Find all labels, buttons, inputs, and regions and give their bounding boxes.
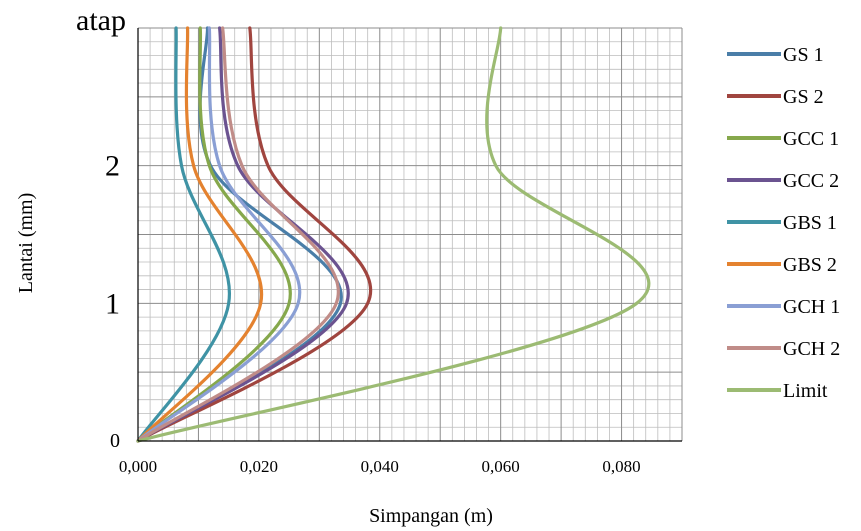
legend-label: GCC 2 xyxy=(783,170,839,192)
x-tick-label: 0,060 xyxy=(482,457,520,476)
x-tick-label: 0,020 xyxy=(240,457,278,476)
legend-label: GCH 1 xyxy=(783,296,840,318)
series-line-gch-1 xyxy=(136,26,302,443)
legend-label: GBS 2 xyxy=(783,254,837,276)
series-line-gs-2 xyxy=(136,26,373,443)
legend-label: Limit xyxy=(783,380,828,402)
series-line-limit xyxy=(136,26,651,443)
y-tick-label: atap xyxy=(76,4,126,37)
series-line-gcc-2 xyxy=(136,26,350,443)
legend-label: GS 2 xyxy=(783,86,824,108)
legend-label: GS 1 xyxy=(783,44,824,66)
series-line-gch-2 xyxy=(136,26,340,443)
y-tick-labels: 0 1 2 atap xyxy=(76,4,126,452)
x-tick-label: 0,000 xyxy=(119,457,157,476)
series-layer xyxy=(136,26,651,443)
x-tick-label: 0,080 xyxy=(602,457,640,476)
x-tick-label: 0,040 xyxy=(361,457,399,476)
y-tick-label: 1 xyxy=(105,287,120,320)
x-axis-label: Simpangan (m) xyxy=(369,505,493,527)
legend-label: GCH 2 xyxy=(783,338,840,360)
series-line-gcc-1 xyxy=(136,26,292,443)
legend-label: GCC 1 xyxy=(783,128,839,150)
y-axis-label: Lantai (mm) xyxy=(15,193,37,294)
legend-label: GBS 1 xyxy=(783,212,837,234)
y-tick-label: 2 xyxy=(105,150,120,183)
series-line-gbs-1 xyxy=(136,26,232,443)
legend: GS 1 GS 2 GCC 1 GCC 2 GBS 1 GBS 2 GCH 1 GCH 2 Li… xyxy=(727,44,840,402)
axes xyxy=(137,28,682,442)
y-tick-label: 0 xyxy=(110,430,120,452)
series-line-gbs-2 xyxy=(136,26,264,443)
x-tick-labels: 0,000 0,020 0,040 0,060 0,080 xyxy=(119,457,641,476)
